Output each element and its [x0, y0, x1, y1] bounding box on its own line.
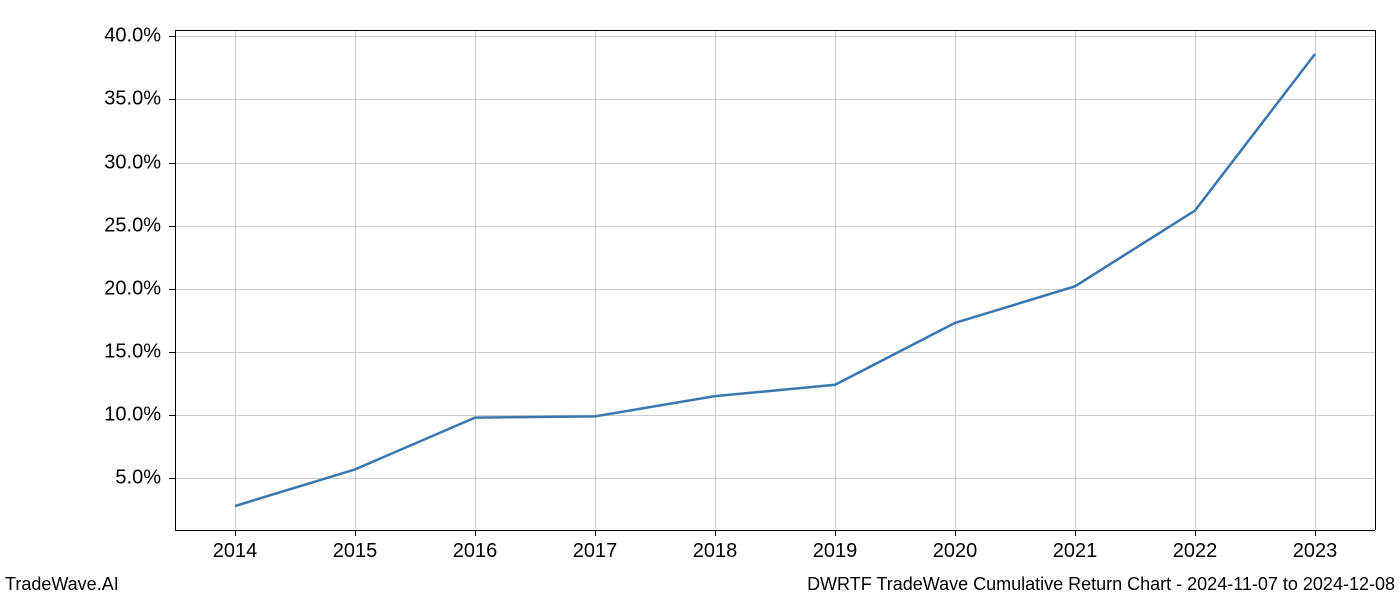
line-chart-svg: [0, 0, 1400, 600]
footer-left-label: TradeWave.AI: [5, 574, 119, 595]
data-line: [235, 54, 1315, 506]
chart-container: 5.0%10.0%15.0%20.0%25.0%30.0%35.0%40.0% …: [0, 0, 1400, 600]
footer-right-label: DWRTF TradeWave Cumulative Return Chart …: [807, 574, 1395, 595]
